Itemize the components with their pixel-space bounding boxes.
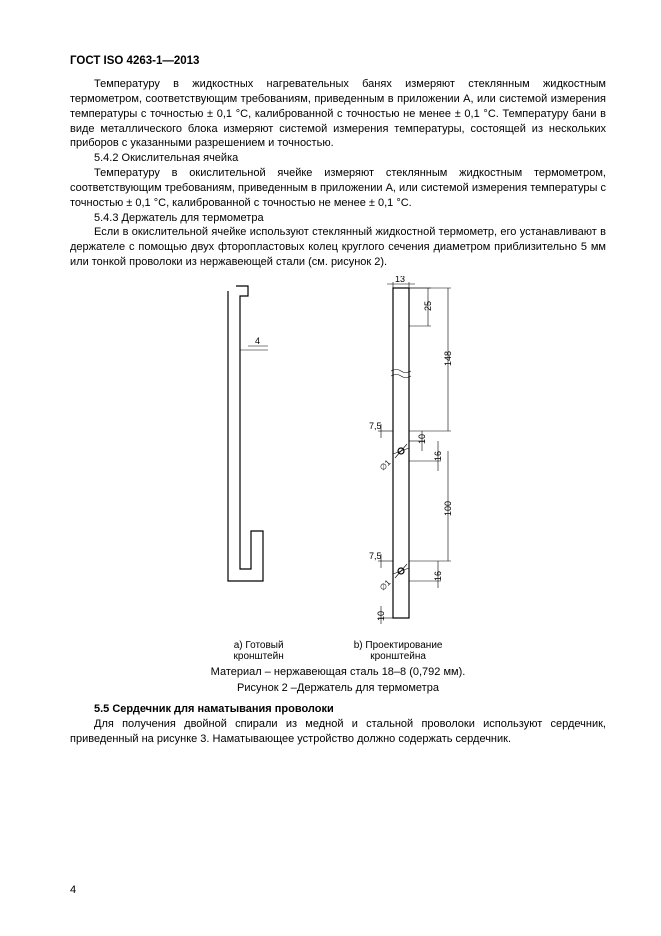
dim-10a: 10 [417,434,427,444]
section-5-5: 5.5 Сердечник для наматывания проволоки [70,702,606,717]
figure-2-caption: Рисунок 2 –Держатель для термометра [237,682,439,694]
figure-2b-label: b) Проектирование кронштейна [354,640,443,662]
dim-148: 148 [443,351,453,366]
figure-2b-label-l2: кронштейна [370,651,426,662]
section-5-5-title: 5.5 Сердечник для наматывания проволоки [94,703,334,715]
figure-2a-svg: 4 [193,276,283,636]
dim-7-5b: 7,5 [369,551,382,561]
document-header: ГОСТ ISO 4263-1—2013 [70,55,606,67]
dim-phi1a: ∅1 [378,458,393,473]
dim-10b: 10 [376,611,386,621]
dim-100: 100 [443,501,453,516]
dim-phi1b: ∅1 [378,578,393,593]
paragraph-5-4-2-title: 5.4.2 Окислительная ячейка [70,151,606,166]
figure-2-material: Материал – нержавеющая сталь 18–8 (0,792… [211,666,466,678]
page-number: 4 [70,884,76,896]
dim-7-5a: 7,5 [369,421,382,431]
figure-2b-svg: 13 25 148 7,5 10 16 ∅1 100 7,5 ∅1 16 10 [343,276,483,636]
figure-2: 4 [70,276,606,694]
figure-2a-label: a) Готовый кронштейн [234,640,284,662]
dim-13: 13 [395,276,405,284]
figure-2-sublabels: a) Готовый кронштейн b) Проектирование к… [234,640,443,662]
dim-16a: 16 [433,451,443,461]
figure-2a-label-l1: a) Готовый [234,640,284,651]
figure-2b-label-l1: b) Проектирование [354,640,443,651]
figure-2-row: 4 [193,276,483,636]
paragraph-5-4-1: Температуру в жидкостных нагревательных … [70,77,606,151]
paragraph-5-4-3-title: 5.4.3 Держатель для термометра [70,211,606,226]
dim-4: 4 [255,336,260,346]
dim-16b: 16 [433,571,443,581]
section-5-5-body: Для получения двойной спирали из медной … [70,717,606,747]
paragraph-5-4-3-body: Если в окислительной ячейке используют с… [70,225,606,270]
page: ГОСТ ISO 4263-1—2013 Температуру в жидко… [0,0,661,936]
figure-2a-label-l2: кронштейн [234,651,284,662]
paragraph-5-4-2-body: Температуру в окислительной ячейке измер… [70,166,606,211]
dim-25: 25 [423,301,433,311]
